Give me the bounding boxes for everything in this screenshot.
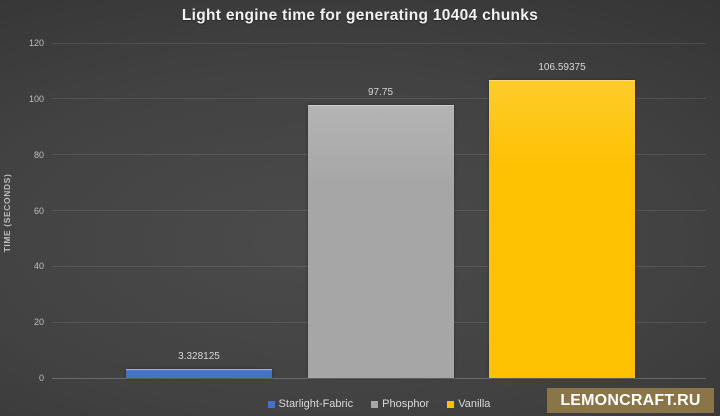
legend-item-phosphor: Phosphor: [371, 398, 429, 410]
bar-group: 97.75: [307, 43, 454, 378]
y-tick-label: 0: [38, 373, 44, 383]
bar-gradient-sheen: [307, 105, 454, 378]
legend-swatch-icon: [267, 400, 275, 408]
legend-item-starlight-fabric: Starlight-Fabric: [267, 398, 354, 410]
bar-vanilla: [489, 80, 635, 378]
bar-group: 3.328125: [126, 43, 272, 378]
gridline: [52, 98, 706, 100]
bar-value-label: 106.59375: [538, 62, 586, 74]
bar-value-label: 3.328125: [178, 350, 220, 362]
legend-label: Phosphor: [382, 398, 430, 410]
y-tick-label: 100: [28, 93, 44, 104]
legend-label: Vanilla: [458, 398, 491, 410]
plot-area: 3.328125 97.75 106.59375: [52, 42, 706, 379]
bar-value-label: 97.75: [367, 87, 394, 99]
bar-gradient-sheen: [126, 368, 272, 378]
watermark-lemoncraft: LEMONCRAFT.RU: [547, 388, 714, 413]
legend-label: Starlight-Fabric: [278, 398, 354, 410]
x-axis-line: [52, 377, 706, 379]
y-tick-label: 40: [33, 261, 44, 272]
legend: Starlight-Fabric Phosphor Vanilla: [52, 397, 706, 411]
y-tick-label: 20: [33, 317, 44, 328]
chart-title: Light engine time for generating 10404 c…: [181, 7, 539, 24]
y-tick-label: 80: [33, 149, 44, 160]
bar-phosphor: [307, 105, 454, 378]
y-tick-label: 60: [33, 205, 44, 216]
y-tick-label: 120: [28, 38, 44, 48]
legend-item-vanilla: Vanilla: [447, 398, 490, 410]
legend-swatch-icon: [447, 400, 455, 408]
bar-group: 106.59375: [489, 43, 635, 378]
gridline: [52, 42, 706, 44]
bar-gradient-sheen: [489, 80, 635, 378]
bar-starlight-fabric: [126, 368, 272, 378]
legend-swatch-icon: [371, 400, 379, 408]
